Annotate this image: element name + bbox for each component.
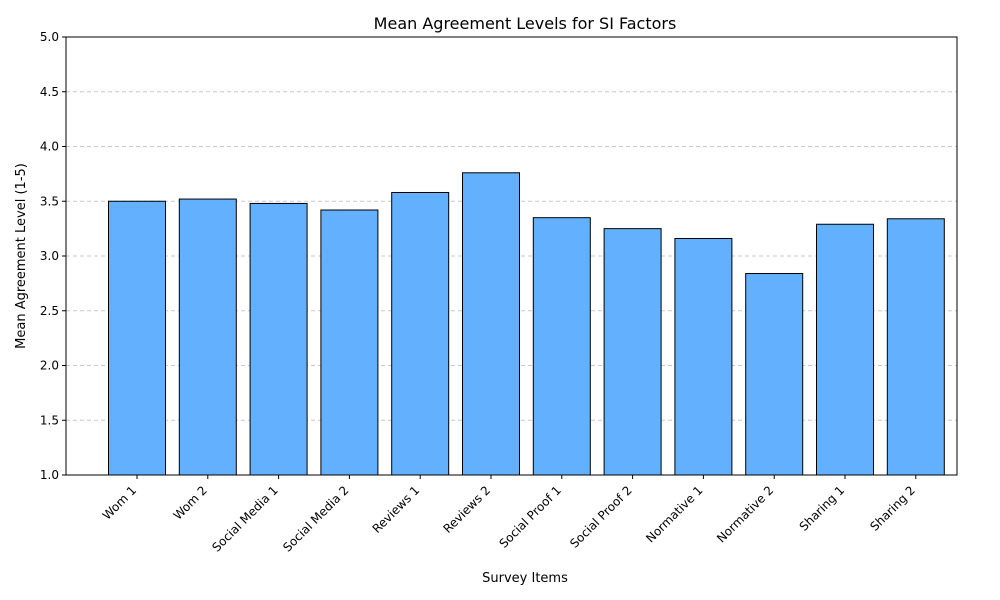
x-tick-label: Social Proof 1 [496, 483, 563, 550]
bar-wom-1 [108, 200, 166, 476]
bar-social-media-2 [320, 209, 379, 476]
x-axis: Wom 1 Wom 2 Social Media 1 Social Media 2 Re… [100, 475, 918, 555]
bar-normative-2 [745, 273, 804, 476]
y-tick-label: 3.0 [40, 249, 59, 263]
bar-sharing-1 [816, 223, 874, 476]
y-tick-label: 4.0 [40, 140, 59, 154]
bar-wom-2 [178, 198, 237, 476]
y-tick-label: 1.0 [40, 468, 59, 482]
y-axis-title: Mean Agreement Level (1-5) [14, 163, 29, 349]
x-tick-label: Wom 1 [100, 483, 139, 522]
bar-reviews-1 [391, 191, 450, 476]
bar-reviews-2 [462, 172, 520, 476]
x-tick-label: Social Media 1 [209, 483, 280, 554]
x-tick-label: Wom 2 [171, 483, 210, 522]
y-tick-label: 5.0 [40, 30, 59, 44]
y-tick-label: 1.5 [40, 413, 59, 427]
y-tick-label: 4.5 [40, 85, 59, 99]
bar-normative-1 [674, 237, 733, 476]
y-tick-label: 3.5 [40, 194, 59, 208]
y-tick-label: 2.0 [40, 359, 59, 373]
x-tick-label: Social Media 2 [280, 483, 351, 554]
y-axis: 1.0 1.5 2.0 2.5 3.0 3.5 4.0 4.5 5.0 [40, 30, 66, 482]
bar-sharing-2 [886, 218, 945, 476]
bar-social-proof-2 [603, 228, 662, 476]
bar-social-proof-1 [532, 217, 591, 476]
x-axis-title: Survey Items [482, 571, 568, 586]
x-tick-label: Reviews 2 [440, 483, 493, 536]
x-tick-label: Normative 2 [714, 483, 776, 545]
x-tick-label: Normative 1 [643, 483, 705, 545]
x-tick-label: Social Proof 2 [567, 483, 634, 550]
x-tick-label: Sharing 2 [867, 483, 918, 534]
y-tick-label: 2.5 [40, 304, 59, 318]
x-tick-label: Reviews 1 [370, 483, 423, 536]
chart-title: Mean Agreement Levels for SI Factors [374, 14, 677, 33]
bar-social-media-1 [249, 202, 308, 476]
bars-group [108, 172, 945, 476]
x-tick-label: Sharing 1 [797, 483, 848, 534]
